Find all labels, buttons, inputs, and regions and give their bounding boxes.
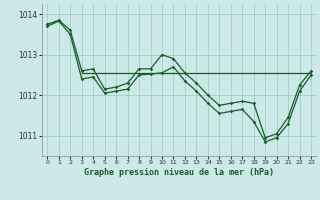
X-axis label: Graphe pression niveau de la mer (hPa): Graphe pression niveau de la mer (hPa) (84, 168, 274, 177)
